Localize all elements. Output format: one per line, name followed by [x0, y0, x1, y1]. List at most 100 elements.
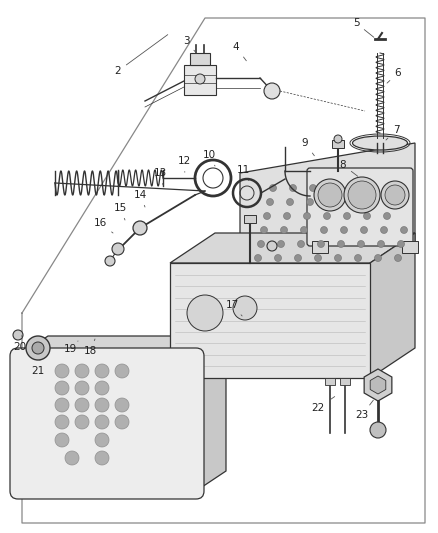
Circle shape [254, 254, 261, 262]
Circle shape [343, 213, 350, 220]
Circle shape [318, 240, 325, 247]
Circle shape [26, 336, 50, 360]
Bar [244, 215, 256, 223]
Polygon shape [370, 376, 386, 394]
Text: 23: 23 [355, 400, 373, 420]
Circle shape [55, 364, 69, 378]
Circle shape [105, 256, 115, 266]
Text: 11: 11 [237, 165, 250, 181]
Bar [332, 140, 344, 148]
Circle shape [258, 240, 265, 247]
Circle shape [364, 213, 371, 220]
Circle shape [367, 198, 374, 206]
Text: 7: 7 [386, 125, 399, 140]
Circle shape [346, 198, 353, 206]
Circle shape [384, 213, 391, 220]
Circle shape [95, 381, 109, 395]
Circle shape [278, 240, 285, 247]
Circle shape [329, 184, 336, 191]
Circle shape [398, 240, 405, 247]
Text: 9: 9 [302, 138, 314, 156]
FancyBboxPatch shape [10, 348, 204, 499]
Circle shape [75, 415, 89, 429]
Circle shape [340, 227, 347, 233]
Circle shape [307, 198, 314, 206]
Circle shape [261, 227, 268, 233]
Circle shape [400, 227, 407, 233]
Circle shape [95, 451, 109, 465]
Circle shape [385, 185, 405, 205]
Bar [184, 65, 216, 95]
Text: 21: 21 [32, 360, 45, 376]
Bar [340, 378, 350, 385]
Circle shape [95, 398, 109, 412]
Circle shape [389, 184, 396, 191]
Circle shape [370, 184, 377, 191]
Text: 8: 8 [340, 160, 358, 176]
Circle shape [264, 83, 280, 99]
Circle shape [354, 254, 361, 262]
Circle shape [334, 135, 342, 143]
Circle shape [321, 227, 328, 233]
Circle shape [381, 227, 388, 233]
Circle shape [381, 181, 409, 209]
Circle shape [370, 422, 386, 438]
Text: 18: 18 [83, 339, 97, 356]
Polygon shape [18, 336, 226, 356]
Bar [325, 378, 335, 385]
Circle shape [75, 398, 89, 412]
FancyBboxPatch shape [307, 168, 413, 246]
Circle shape [304, 213, 311, 220]
Text: 5: 5 [353, 18, 374, 37]
Circle shape [233, 296, 257, 320]
Circle shape [13, 330, 23, 340]
Circle shape [335, 254, 342, 262]
Circle shape [338, 240, 345, 247]
Circle shape [55, 415, 69, 429]
Circle shape [326, 198, 333, 206]
Circle shape [314, 179, 346, 211]
Circle shape [95, 433, 109, 447]
Polygon shape [170, 233, 415, 263]
Text: 13: 13 [153, 168, 166, 185]
Circle shape [344, 177, 380, 213]
Text: 22: 22 [311, 397, 335, 413]
Circle shape [266, 198, 273, 206]
Text: 19: 19 [64, 341, 78, 354]
Circle shape [280, 227, 287, 233]
Circle shape [55, 398, 69, 412]
Circle shape [264, 213, 271, 220]
Bar [312, 241, 328, 253]
Circle shape [374, 254, 381, 262]
Text: 6: 6 [387, 68, 401, 83]
Circle shape [357, 240, 364, 247]
Text: 4: 4 [233, 42, 246, 61]
Circle shape [275, 254, 282, 262]
Circle shape [350, 184, 357, 191]
Circle shape [115, 398, 129, 412]
Bar [170, 263, 370, 378]
Circle shape [318, 183, 342, 207]
Circle shape [286, 198, 293, 206]
Circle shape [133, 221, 147, 235]
Text: 12: 12 [177, 156, 191, 172]
Circle shape [75, 381, 89, 395]
Text: 20: 20 [14, 335, 27, 352]
Circle shape [267, 241, 277, 251]
Circle shape [95, 364, 109, 378]
Text: 17: 17 [226, 300, 242, 316]
Text: 10: 10 [202, 150, 215, 166]
Polygon shape [364, 369, 392, 401]
Text: 16: 16 [93, 218, 113, 233]
Bar [190, 53, 210, 65]
Circle shape [294, 254, 301, 262]
Circle shape [269, 184, 276, 191]
Ellipse shape [353, 136, 407, 150]
Text: 3: 3 [183, 36, 196, 53]
Circle shape [65, 451, 79, 465]
Circle shape [75, 364, 89, 378]
Polygon shape [370, 233, 415, 378]
Circle shape [187, 295, 223, 331]
Circle shape [378, 240, 385, 247]
Circle shape [290, 184, 297, 191]
